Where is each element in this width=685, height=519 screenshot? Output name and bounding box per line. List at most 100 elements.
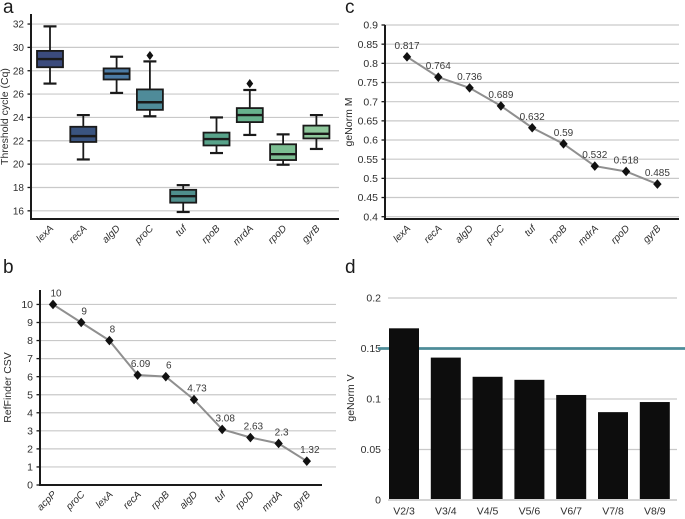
svg-text:proC: proC — [483, 223, 507, 247]
svg-text:V5/6: V5/6 — [519, 506, 541, 518]
x-category-labels: acpP proC lexA recA rpoB algD tuf rpoD mrdA gyrB — [35, 488, 313, 514]
svg-text:0.75: 0.75 — [358, 77, 379, 89]
diamond-marker — [246, 432, 255, 443]
svg-text:28: 28 — [13, 66, 25, 77]
data-point-label: 0.532 — [582, 150, 607, 161]
svg-text:32: 32 — [13, 20, 25, 31]
diamond-marker — [218, 424, 227, 435]
svg-text:rpoB: rpoB — [149, 489, 172, 512]
svg-text:20: 20 — [13, 160, 25, 171]
bar-V2/3 — [389, 328, 419, 499]
svg-text:0.6: 0.6 — [363, 135, 378, 147]
svg-text:gyrB: gyrB — [300, 223, 323, 246]
svg-text:5: 5 — [27, 389, 33, 401]
data-point-label: 0.764 — [426, 61, 451, 72]
svg-text:gyrB: gyrB — [641, 223, 664, 246]
panel-label-a: a — [3, 0, 14, 18]
box-proC — [135, 50, 164, 118]
svg-text:3: 3 — [27, 425, 33, 437]
svg-text:lexA: lexA — [94, 489, 116, 511]
svg-text:recA: recA — [422, 223, 445, 246]
box-recA — [69, 113, 98, 161]
svg-text:V8/9: V8/9 — [644, 506, 666, 518]
svg-text:18: 18 — [13, 183, 25, 194]
svg-text:2: 2 — [27, 443, 33, 455]
svg-text:0.8: 0.8 — [363, 58, 378, 70]
data-point-label: 2.63 — [244, 422, 264, 433]
svg-text:0.85: 0.85 — [358, 39, 379, 51]
svg-text:7: 7 — [27, 353, 33, 365]
panel-d-genorm-v-bar-chart: d 0 0.05 0.1 0.15 0.2 geNorm V V2/3 V3/4 V4/5 V5/… — [342, 257, 685, 519]
box-rpoB — [202, 116, 231, 155]
y-axis-ticks: 0 1 2 3 4 5 6 7 8 9 10 — [21, 299, 40, 492]
data-point-label: 9 — [81, 307, 87, 318]
svg-text:0.55: 0.55 — [358, 154, 379, 166]
diamond-marker — [434, 72, 443, 82]
y-axis-ticks: 0.4 0.45 0.5 0.55 0.6 0.65 0.7 0.75 0.8 0.85 0.9 — [358, 20, 385, 223]
svg-text:rpoB: rpoB — [547, 223, 570, 246]
svg-text:lexA: lexA — [392, 223, 414, 245]
y-axis-ticks: 0 0.05 0.1 0.15 0.2 — [361, 293, 382, 507]
data-point-label: 0.485 — [645, 168, 670, 179]
box-algD — [102, 55, 131, 95]
svg-text:0.9: 0.9 — [363, 20, 378, 32]
diamond-marker — [302, 456, 311, 466]
line-chart-reffinder-csv: 0 1 2 3 4 5 6 7 8 9 10 RefFinder CSV acpP proC lexA rec… — [2, 288, 336, 514]
box-mrdA — [235, 78, 264, 137]
bar-V7/8 — [598, 412, 628, 499]
data-point-label: 6 — [166, 361, 172, 372]
data-point-label: 6.09 — [131, 359, 151, 370]
panel-a-threshold-cycle-boxplot: a 16 18 20 22 24 26 28 30 32 Threshold cycle (Cq)… — [0, 0, 342, 260]
panel-label-c: c — [345, 0, 355, 18]
diamond-marker — [146, 50, 154, 61]
diamond-marker — [77, 317, 86, 328]
svg-text:recA: recA — [121, 489, 144, 512]
svg-text:0: 0 — [27, 480, 33, 492]
diamond-marker — [246, 78, 254, 89]
svg-text:10: 10 — [21, 299, 33, 311]
data-point-label: 0.736 — [457, 72, 482, 83]
svg-text:rpoD: rpoD — [266, 223, 289, 246]
svg-text:0.65: 0.65 — [358, 115, 379, 127]
diamond-marker — [559, 139, 568, 149]
y-axis-title: RefFinder CSV — [2, 352, 14, 423]
data-point-label: 0.59 — [554, 128, 574, 139]
svg-text:rpoD: rpoD — [609, 223, 632, 246]
svg-text:tuf: tuf — [213, 488, 230, 505]
svg-text:proC: proC — [132, 223, 156, 247]
svg-text:0.45: 0.45 — [358, 192, 379, 204]
svg-text:22: 22 — [13, 136, 25, 147]
data-point-label: 1.32 — [300, 445, 320, 456]
svg-text:rpoD: rpoD — [233, 489, 256, 512]
line-chart-genorm-m: 0.4 0.45 0.5 0.55 0.6 0.65 0.7 0.75 0.8 0.85 0.9 ge… — [343, 20, 679, 248]
x-category-labels: V2/3 V3/4 V4/5 V5/6 V6/7 V7/8 V8/9 — [393, 506, 666, 518]
svg-text:acpP: acpP — [35, 489, 59, 513]
panel-label-b: b — [3, 257, 14, 278]
data-points: 0.817 0.764 0.736 0.689 0.632 0.59 0.532 0.518 0… — [394, 41, 670, 189]
data-point-label: 3.08 — [215, 413, 235, 424]
panel-c-genorm-m-line-chart: c 0.4 0.45 0.5 0.55 0.6 0.65 0.7 0.75 0.8 0.85 0.9… — [342, 0, 685, 260]
bars — [389, 328, 670, 499]
diamond-marker — [590, 161, 599, 171]
box-gyrB — [302, 113, 331, 151]
svg-text:0.7: 0.7 — [363, 96, 378, 108]
svg-text:mrdA: mrdA — [260, 489, 285, 514]
diamond-marker — [496, 101, 506, 111]
svg-text:tuf: tuf — [523, 222, 540, 239]
svg-text:algD: algD — [453, 223, 475, 245]
svg-text:mrdA: mrdA — [231, 223, 256, 248]
data-point-label: 0.632 — [520, 112, 545, 123]
svg-text:26: 26 — [13, 90, 25, 101]
panel-label-d: d — [345, 257, 356, 278]
svg-text:V6/7: V6/7 — [560, 506, 582, 518]
series-line — [52, 303, 308, 463]
data-point-label: 0.817 — [394, 41, 419, 52]
svg-text:algD: algD — [178, 489, 200, 511]
data-point-label: 0.689 — [488, 90, 513, 101]
bar-V8/9 — [639, 402, 670, 499]
svg-text:24: 24 — [13, 113, 25, 124]
svg-text:V7/8: V7/8 — [602, 506, 624, 518]
svg-text:rpoB: rpoB — [200, 223, 223, 246]
gridlines — [385, 24, 679, 218]
